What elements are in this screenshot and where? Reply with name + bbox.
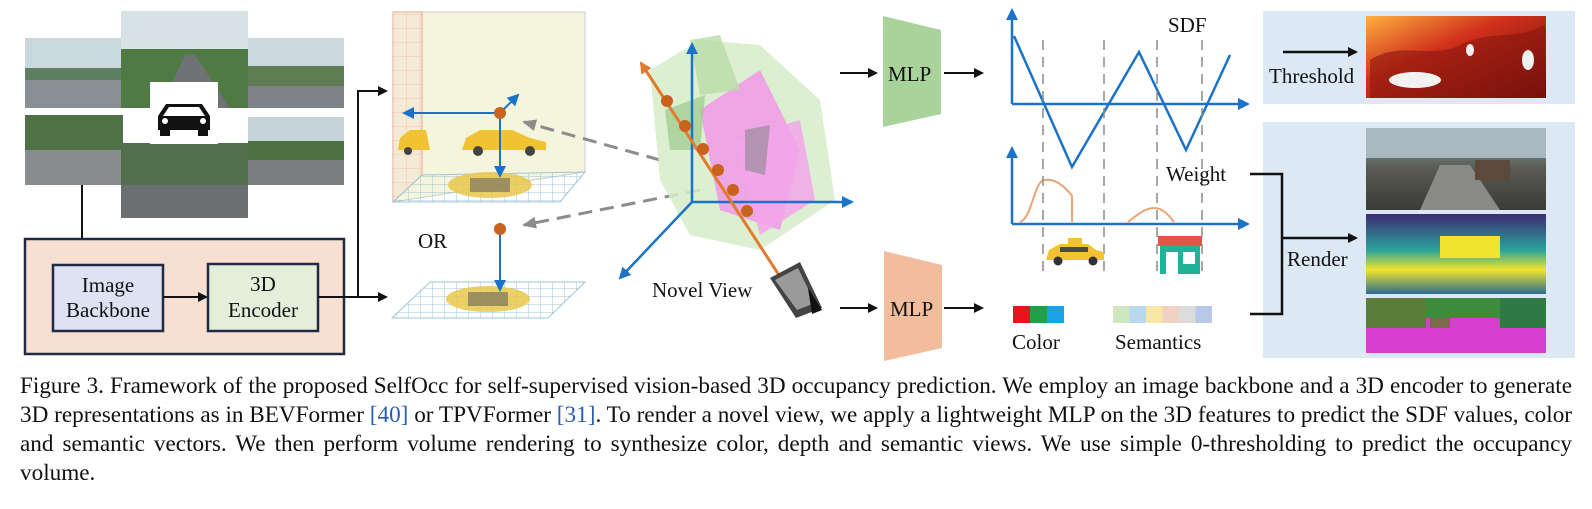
semantic-swatch (1113, 306, 1130, 323)
camera-images (25, 11, 344, 218)
novel-view-label: Novel View (652, 278, 753, 302)
semantic-swatch (1146, 306, 1163, 323)
color-swatch (1013, 306, 1030, 323)
volume-representation (391, 11, 587, 204)
mlp-bottom-label: MLP (890, 297, 934, 321)
color-swatches (1013, 306, 1064, 323)
taxi-icon (1046, 238, 1104, 266)
color-label: Color (1012, 330, 1060, 354)
mlp-top-label: MLP (888, 62, 932, 86)
mlp-bottom-block (884, 251, 942, 361)
image-backbone-label: Image Backbone (66, 272, 150, 322)
semantic-swatch (1179, 306, 1196, 323)
image-backbone-box (51, 263, 165, 333)
sdf-label: SDF (1168, 13, 1207, 37)
citation-link-40[interactable]: [40] (369, 402, 409, 428)
bev-representation (390, 223, 587, 319)
semantic-swatch (1195, 306, 1212, 323)
render-label: Render (1287, 247, 1348, 271)
semantics-label: Semantics (1115, 330, 1202, 354)
mlp-top-block (883, 16, 941, 127)
caption-text-1: Framework of the proposed SelfOcc for se… (20, 373, 1572, 428)
caption-text-2: or TPVFormer (408, 402, 557, 428)
threshold-label: Threshold (1269, 64, 1355, 88)
color-swatch (1047, 306, 1064, 323)
color-swatch (1030, 306, 1047, 323)
scene-point-cloud (618, 35, 854, 318)
sdf-plot (1006, 8, 1250, 170)
figure-label: Figure 3. (20, 373, 104, 399)
figure-caption: Figure 3. Framework of the proposed Self… (20, 372, 1572, 488)
semantic-render-output (1366, 298, 1546, 353)
citation-link-31[interactable]: [31] (556, 402, 596, 428)
occupancy-output (1366, 16, 1546, 98)
rgb-render-output (1366, 128, 1546, 210)
weight-plot (1006, 146, 1250, 230)
encoder-3d-box (206, 262, 320, 333)
semantic-swatch (1162, 306, 1179, 323)
caption-text-3: . To render a novel view, we apply a lig… (20, 402, 1573, 486)
or-label: OR (418, 229, 448, 253)
framework-diagram: Image Backbone 3D Encoder OR Novel View … (23, 8, 1575, 361)
encoder-3d-label: 3D Encoder (228, 272, 298, 322)
shop-icon (1158, 236, 1202, 274)
semantic-swatches (1113, 306, 1212, 323)
depth-render-output (1366, 214, 1546, 294)
semantic-swatch (1129, 306, 1146, 323)
weight-label: Weight (1166, 162, 1227, 186)
